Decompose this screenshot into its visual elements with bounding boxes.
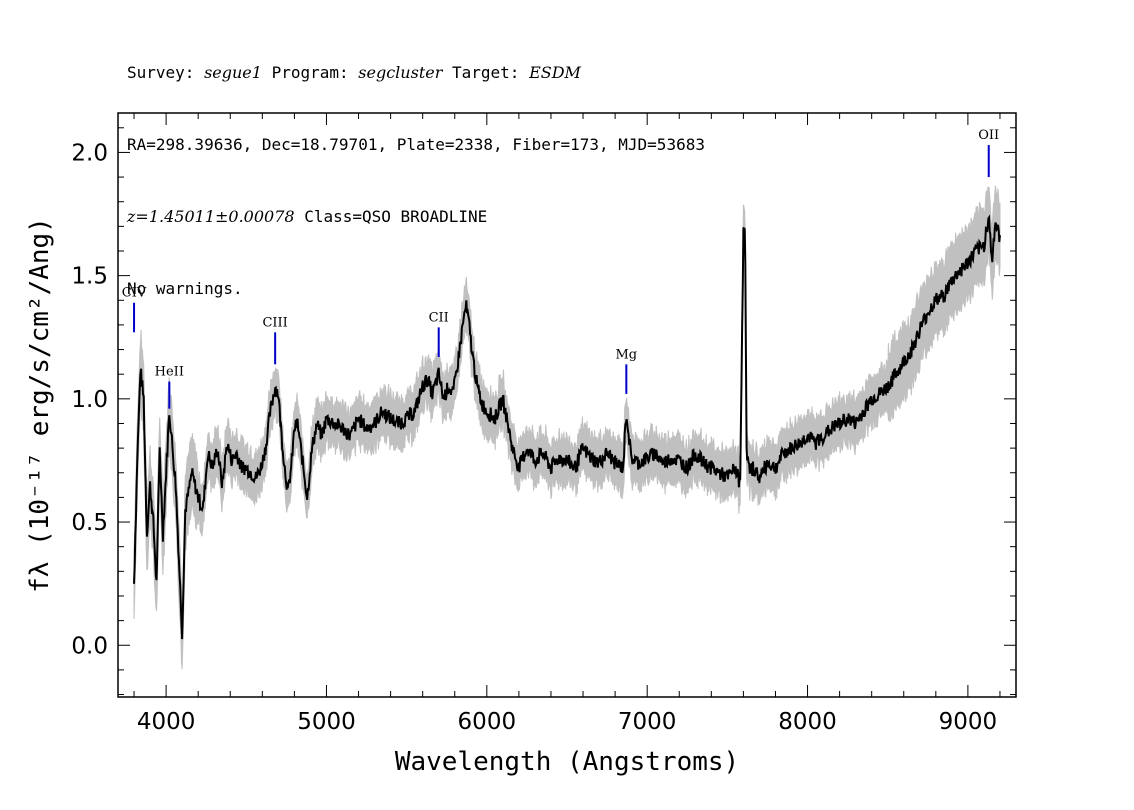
redshift-value: z=1.45011±0.00078 [127, 207, 295, 226]
plot-frame [117, 112, 1017, 698]
emission-line-label: CIV [122, 286, 147, 301]
header-line-2: RA=298.39636, Dec=18.79701, Plate=2338, … [127, 135, 705, 154]
x-axis-label: Wavelength (Angstroms) [395, 747, 739, 777]
header-line-3: z=1.45011±0.00078 Class=QSO BROADLINE [127, 205, 705, 229]
spectrum-header: Survey: segue1 Program: segcluster Targe… [127, 13, 705, 325]
emission-line-label: HeII [155, 365, 184, 380]
y-tick-label: 1.0 [71, 387, 108, 413]
error-band-layer [133, 185, 1001, 670]
program-label: Program: [271, 63, 349, 82]
survey-label: Survey: [127, 63, 195, 82]
x-tick-label: 8000 [778, 709, 837, 735]
target-value: ESDM [529, 63, 581, 82]
header-line-1: Survey: segue1 Program: segcluster Targe… [127, 61, 705, 85]
emission-line-label: CIII [262, 315, 287, 330]
x-tick-label: 6000 [458, 709, 517, 735]
spectrum-line [133, 214, 1001, 640]
error-band [133, 185, 1001, 670]
y-tick-label: 0.5 [71, 510, 108, 536]
y-tick-label: 0.0 [71, 633, 108, 659]
emission-line-markers: CIV HeII CIII CII Mg OII [122, 128, 999, 409]
y-tick-label: 1.5 [71, 264, 108, 290]
program-value: segcluster [358, 63, 443, 82]
x-tick-label: 9000 [939, 709, 998, 735]
x-tick-label: 5000 [297, 709, 356, 735]
axis-ticks: 4000 5000 6000 7000 8000 9000 0.0 0.5 1.0 1.5 2.0 [71, 113, 1016, 735]
class-value: Class=QSO BROADLINE [304, 207, 488, 226]
emission-line-label: Mg [616, 347, 638, 362]
survey-value: segue1 [204, 63, 262, 82]
spectrum-line-layer [133, 214, 1001, 640]
target-label: Target: [452, 63, 520, 82]
y-tick-label: 2.0 [71, 140, 108, 166]
x-tick-label: 7000 [618, 709, 677, 735]
emission-line-label: OII [978, 128, 999, 143]
header-line-4: No warnings. [127, 279, 243, 298]
emission-line-label: CII [429, 310, 449, 325]
x-tick-label: 4000 [137, 709, 196, 735]
y-axis-label: fλ (10⁻¹⁷ erg/s/cm²/Ang) [25, 217, 55, 593]
